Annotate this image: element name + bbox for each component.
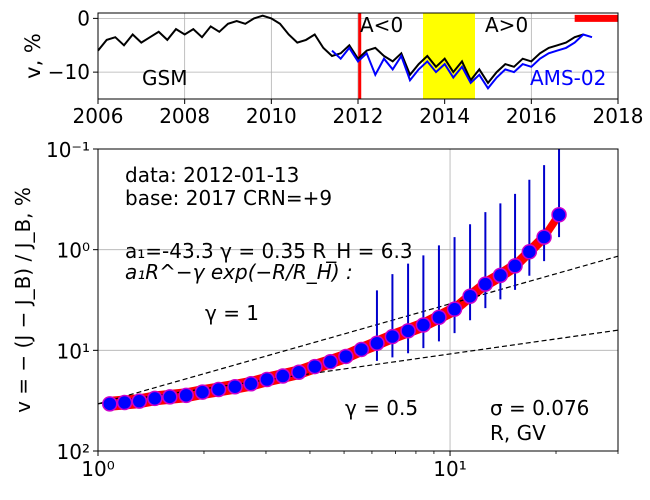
bottom-x-axis-label: R, GV [490, 421, 546, 445]
top-x-tick-label: 2018 [593, 104, 644, 128]
data-point [116, 394, 133, 411]
data-point [243, 376, 259, 392]
top-x-tick-label: 2014 [419, 104, 470, 128]
ams-label: AMS-02 [530, 66, 606, 90]
top-x-tick-label: 2012 [333, 104, 384, 128]
data-point [338, 348, 354, 365]
reference-line-gamma-1 [97, 255, 619, 405]
data-point [210, 381, 227, 398]
data-point [551, 207, 567, 223]
data-date-annotation: data: 2012-01-13 [125, 163, 299, 187]
data-point [353, 341, 370, 358]
data-point [400, 323, 416, 339]
fit-formula-annotation: a₁R^−γ exp(−R/R_H) : [125, 260, 353, 284]
top-panel: 2006 2008 2010 2012 2014 2016 2018 0 −10 GSM AM… [21, 6, 643, 128]
top-x-ticks: 2006 2008 2010 2012 2014 2016 2018 [73, 99, 644, 128]
data-point [162, 389, 178, 405]
bottom-x-tick-label: 10⁰ [81, 457, 114, 481]
fit-params-annotation: a₁=-43.3 γ = 0.35 R_H = 6.3 [125, 239, 413, 263]
gsm-label: GSM [142, 66, 187, 90]
data-points [102, 207, 567, 412]
highlight-band [423, 13, 475, 99]
data-point [102, 396, 118, 412]
bottom-y-tick-label: 10² [57, 440, 90, 464]
top-y-axis-label: v, % [21, 33, 45, 79]
data-point [384, 328, 401, 345]
bottom-y-tick-label: 10¹ [57, 339, 90, 363]
data-point [507, 258, 523, 274]
bottom-frame [97, 148, 619, 452]
data-point [369, 335, 385, 351]
a-positive-label: A>0 [485, 13, 528, 37]
top-x-tick-label: 2008 [159, 104, 210, 128]
top-y-tick-label: −10 [48, 60, 90, 84]
data-point [462, 288, 478, 304]
data-point [131, 393, 148, 409]
bottom-x-tick-label: 10¹ [433, 457, 466, 481]
bottom-y-tick-label: 10⁰ [57, 239, 90, 263]
bottom-y-tick-label: 10⁻¹ [46, 138, 90, 162]
data-point [446, 301, 463, 317]
a-negative-label: A<0 [360, 13, 403, 37]
data-point [275, 368, 291, 384]
data-point [477, 276, 494, 292]
data-point [322, 354, 339, 370]
data-point [291, 364, 307, 380]
bottom-y-ticks: 10⁻¹ 10⁰ 10¹ 10² [46, 138, 98, 464]
data-point [521, 244, 538, 260]
gamma-1-label: γ = 1 [205, 301, 259, 325]
base-annotation: base: 2017 CRN=+9 [125, 186, 332, 210]
data-point [259, 371, 275, 388]
top-x-tick-label: 2010 [246, 104, 297, 128]
ams-series-line [331, 33, 593, 91]
sigma-label: σ = 0.076 [490, 396, 589, 420]
gamma-0.5-label: γ = 0.5 [345, 396, 418, 420]
data-point [415, 317, 432, 333]
data-point [307, 358, 323, 375]
top-x-tick-label: 2016 [506, 104, 557, 128]
top-y-tick-label: 0 [77, 6, 90, 30]
data-point [194, 384, 211, 400]
top-x-tick-label: 2006 [73, 104, 124, 128]
data-point [492, 267, 509, 284]
gsm-series-line [97, 14, 584, 85]
data-point [431, 309, 447, 326]
bottom-x-ticks: 10⁰ 10¹ [81, 451, 619, 481]
data-point [147, 390, 163, 407]
bottom-panel: 10⁰ 10¹ 10⁻¹ 10⁰ 10¹ 10² data: 2012-01-13 ba… [11, 138, 619, 481]
data-point [227, 378, 243, 395]
top-y-ticks: 0 −10 [48, 6, 98, 84]
data-point [536, 229, 552, 245]
data-point [178, 387, 194, 404]
bottom-y-axis-label: v = − (J − J_B) / J_B, % [11, 187, 35, 413]
